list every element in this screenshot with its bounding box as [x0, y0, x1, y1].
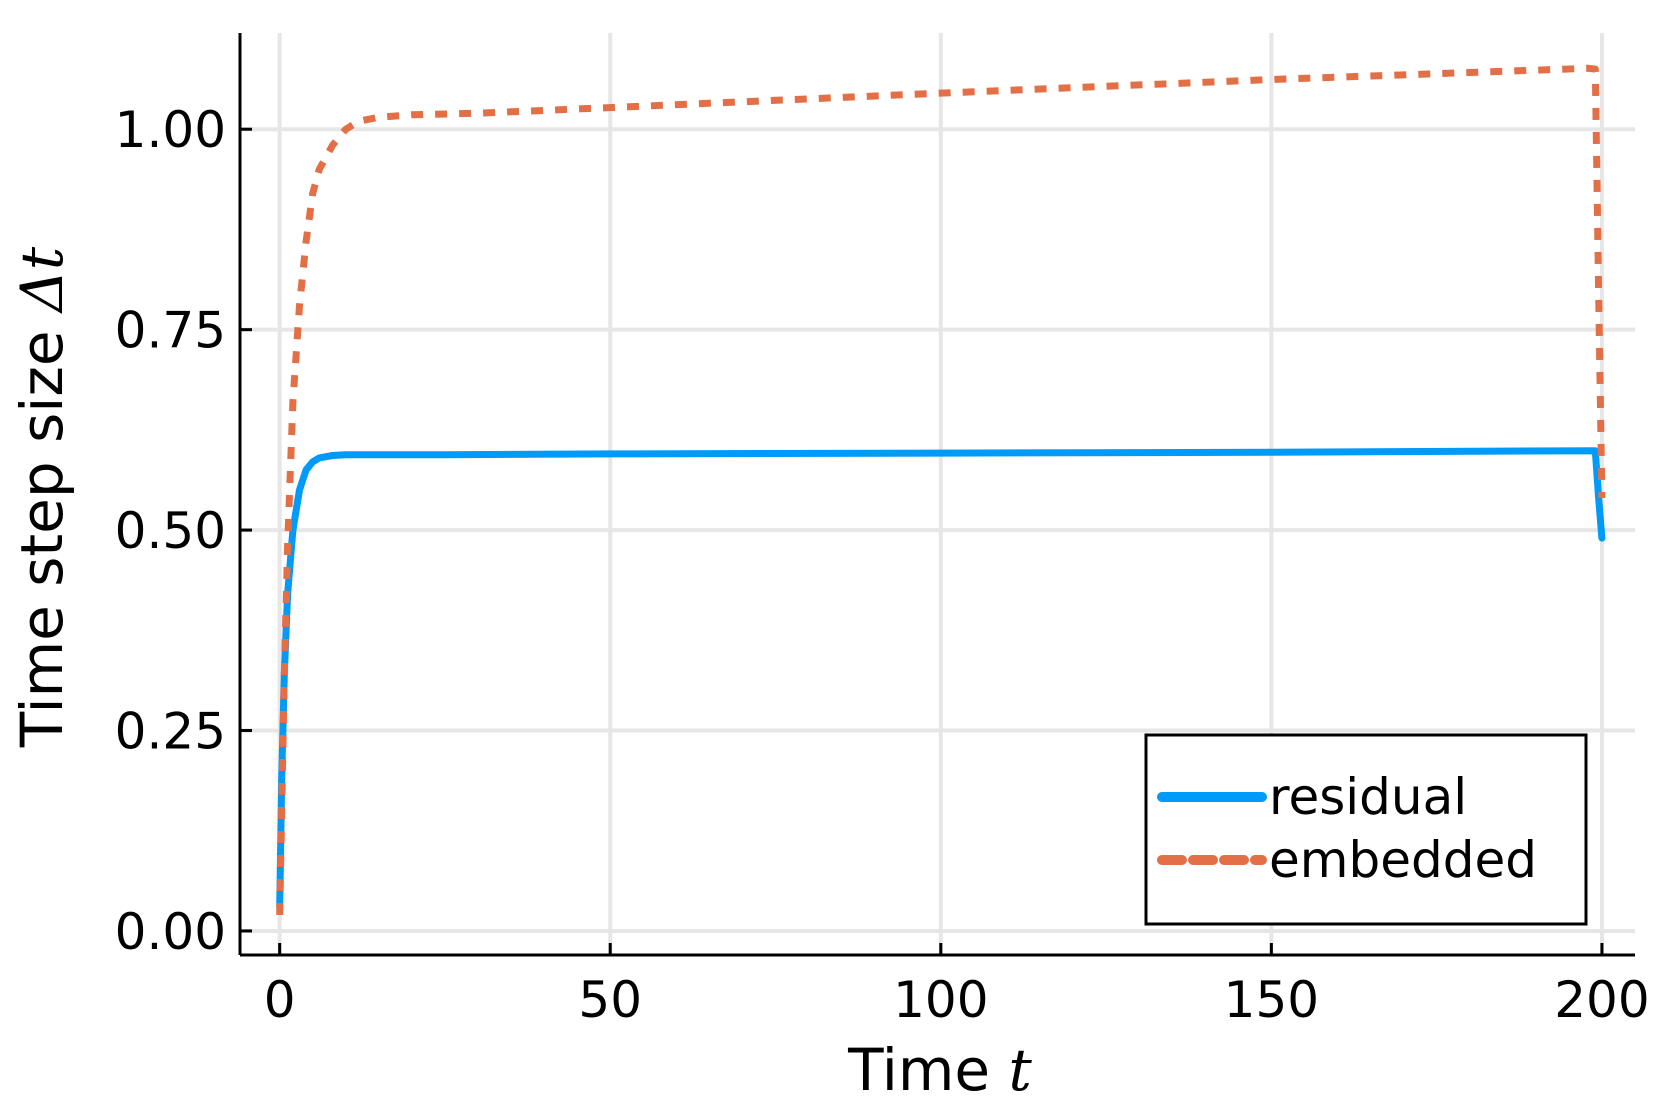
axes-layer: 0 50 100 150 200 0.00 0.25 0.50 0.75 1.00	[115, 33, 1650, 1029]
series-layer	[276, 64, 1606, 915]
y-tick-label-1: 0.25	[115, 703, 226, 761]
legend: residual embedded	[1144, 733, 1588, 926]
series-line-embedded	[276, 64, 1606, 915]
y-tick-label-3: 0.75	[115, 302, 226, 360]
x-axis-label: Time t	[847, 1036, 1032, 1104]
y-tick-label-4: 1.00	[115, 101, 226, 159]
x-tick-label-0: 0	[264, 971, 296, 1029]
x-tick-label-1: 50	[578, 971, 642, 1029]
y-axis-label: Time step size Δt	[8, 246, 76, 748]
legend-label-embedded: embedded	[1269, 831, 1537, 889]
x-tick-label-2: 100	[893, 971, 988, 1029]
x-tick-label-3: 150	[1224, 971, 1319, 1029]
y-tick-label-0: 0.00	[115, 903, 226, 961]
x-tick-label-4: 200	[1554, 971, 1649, 1029]
y-tick-label-2: 0.50	[115, 502, 226, 560]
legend-label-residual: residual	[1269, 768, 1467, 826]
legend-box	[1144, 733, 1588, 926]
